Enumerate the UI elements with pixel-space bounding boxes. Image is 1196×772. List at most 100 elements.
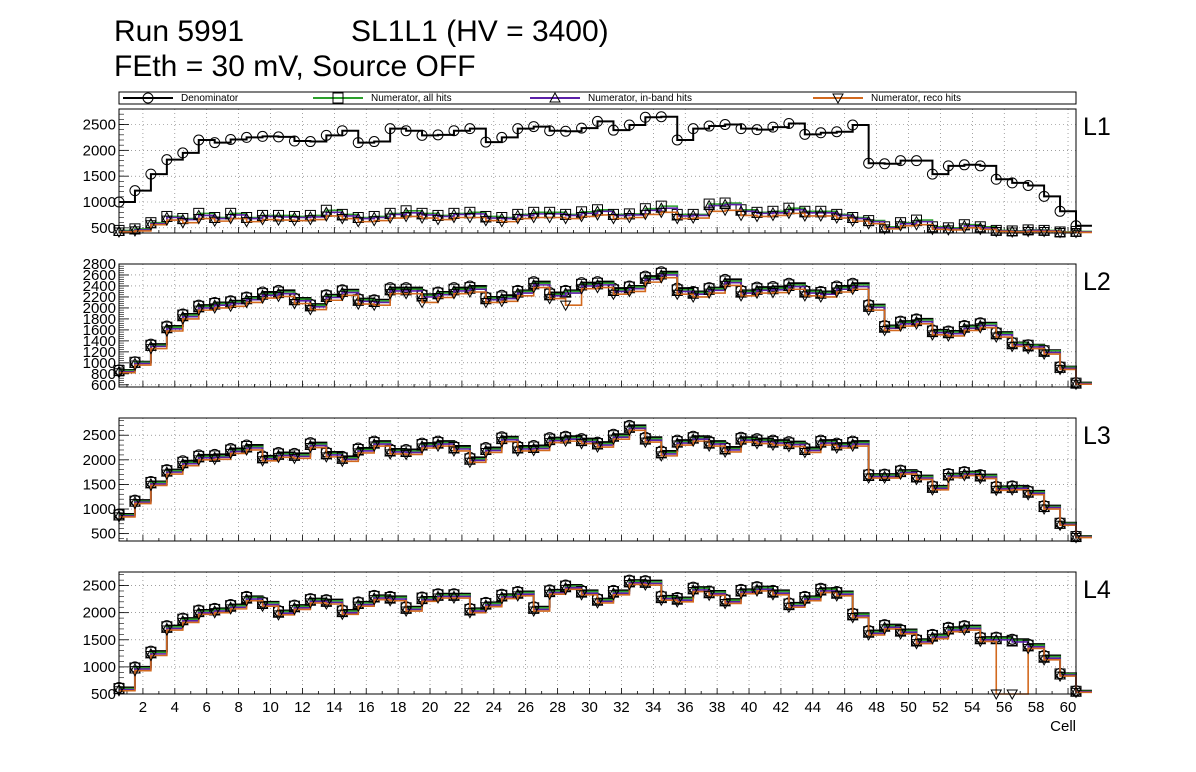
data-point bbox=[799, 444, 811, 455]
data-point bbox=[894, 321, 907, 333]
data-point bbox=[591, 595, 604, 606]
data-point bbox=[719, 447, 731, 458]
panel-label: L4 bbox=[1083, 576, 1111, 604]
x-axis-label: Cell bbox=[1050, 718, 1076, 735]
data-point bbox=[783, 438, 795, 450]
data-point bbox=[575, 284, 588, 295]
subtitle-label: FEth = 30 mV, Source OFF bbox=[114, 50, 476, 83]
y-tick-label: 2000 bbox=[83, 300, 116, 317]
data-point bbox=[830, 591, 843, 602]
data-point bbox=[735, 589, 747, 600]
legend-label: Numerator, reco hits bbox=[871, 93, 961, 104]
legend-entry: Numerator, all hits bbox=[313, 92, 452, 104]
data-point bbox=[639, 434, 652, 445]
data-point bbox=[910, 635, 923, 647]
data-point bbox=[1038, 655, 1050, 666]
data-point bbox=[894, 221, 907, 232]
x-tick-label: 34 bbox=[645, 699, 662, 716]
data-point bbox=[783, 284, 795, 296]
data-point bbox=[575, 590, 588, 601]
data-point bbox=[814, 211, 827, 222]
data-point bbox=[894, 626, 907, 637]
data-point bbox=[336, 214, 349, 225]
data-point bbox=[384, 445, 396, 457]
legend-entry: Numerator, in-band hits bbox=[530, 91, 692, 104]
data-point bbox=[990, 328, 1003, 340]
data-point bbox=[783, 208, 795, 220]
data-point bbox=[592, 115, 603, 127]
data-point bbox=[176, 314, 189, 325]
data-point bbox=[320, 599, 333, 611]
data-point bbox=[830, 287, 843, 299]
series-reco bbox=[113, 273, 1092, 391]
x-tick-label: 2 bbox=[139, 699, 147, 716]
data-point bbox=[990, 485, 1003, 497]
data-point bbox=[559, 436, 572, 448]
data-point bbox=[432, 129, 444, 141]
data-point bbox=[831, 126, 843, 138]
x-tick-label: 40 bbox=[741, 699, 758, 716]
data-point bbox=[448, 446, 460, 457]
data-point bbox=[623, 425, 636, 437]
data-point bbox=[528, 121, 540, 133]
y-tick-label: 1500 bbox=[83, 632, 116, 649]
data-point bbox=[145, 220, 157, 231]
y-tick-label: 2500 bbox=[83, 427, 116, 444]
data-point bbox=[623, 579, 636, 591]
data-point bbox=[272, 291, 285, 303]
data-point bbox=[432, 441, 444, 453]
data-point bbox=[862, 219, 875, 230]
series-line bbox=[119, 115, 1092, 227]
data-point bbox=[830, 443, 843, 455]
data-point bbox=[862, 305, 875, 317]
y-tick-label: 1500 bbox=[83, 476, 116, 493]
data-point bbox=[815, 127, 827, 139]
data-point bbox=[544, 125, 556, 137]
data-point bbox=[224, 301, 237, 313]
data-point bbox=[352, 299, 365, 311]
plot-frame bbox=[118, 417, 1077, 542]
data-point bbox=[527, 606, 540, 618]
data-point bbox=[735, 123, 747, 135]
data-point bbox=[863, 157, 875, 169]
data-point bbox=[879, 158, 891, 170]
data-point bbox=[655, 111, 667, 123]
data-point bbox=[208, 608, 221, 619]
data-point bbox=[1022, 226, 1034, 238]
data-point bbox=[895, 155, 907, 167]
data-point bbox=[161, 326, 173, 338]
data-point bbox=[671, 440, 684, 452]
data-point bbox=[671, 285, 684, 296]
data-point bbox=[192, 455, 205, 466]
data-point bbox=[1038, 504, 1050, 516]
data-point bbox=[703, 587, 715, 599]
x-tick-label: 48 bbox=[868, 699, 885, 716]
data-point bbox=[767, 121, 779, 133]
data-point bbox=[623, 286, 636, 298]
data-point bbox=[639, 277, 652, 289]
data-point bbox=[527, 603, 540, 614]
data-point bbox=[304, 305, 317, 316]
data-point bbox=[1006, 635, 1019, 647]
x-tick-label: 52 bbox=[932, 699, 949, 716]
data-point bbox=[256, 601, 269, 613]
x-tick-label: 30 bbox=[581, 699, 598, 716]
data-point bbox=[735, 210, 747, 222]
legend-label: Numerator, all hits bbox=[371, 93, 452, 104]
data-point bbox=[256, 598, 269, 610]
data-point bbox=[958, 625, 971, 637]
data-point bbox=[464, 213, 476, 224]
y-tick-label: 500 bbox=[91, 686, 116, 703]
data-point bbox=[161, 625, 173, 637]
data-point bbox=[464, 608, 476, 619]
x-tick-label: 32 bbox=[613, 699, 630, 716]
data-point bbox=[113, 225, 125, 236]
data-point bbox=[751, 435, 763, 447]
data-point bbox=[192, 609, 205, 621]
data-point bbox=[224, 448, 237, 460]
data-point bbox=[464, 457, 476, 469]
data-point bbox=[703, 438, 715, 449]
data-point bbox=[974, 471, 987, 482]
data-point bbox=[1038, 346, 1050, 357]
